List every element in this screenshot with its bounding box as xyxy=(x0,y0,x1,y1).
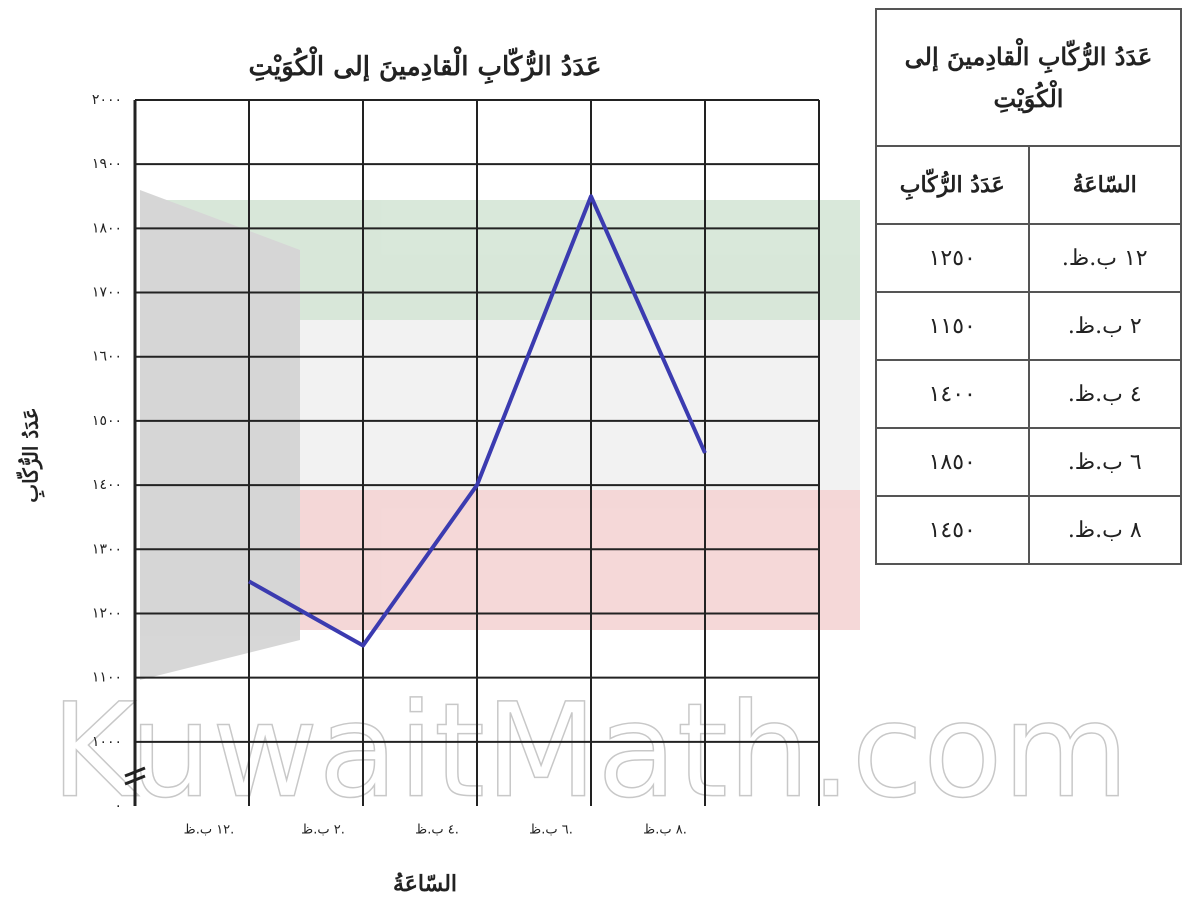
header-row: السّاعَةُعَدَدُ الرُّكّابِ xyxy=(876,146,1181,224)
y-tick-label: ١٤٠٠ xyxy=(92,477,122,493)
y-tick-label: ١٣٠٠ xyxy=(92,541,122,557)
table-cell: ١٤٠٠ xyxy=(876,360,1029,428)
table-row: ٦ ب.ظ.١٨٥٠ xyxy=(876,428,1181,496)
y-zero-label: ٠ xyxy=(114,798,122,814)
table-cell: ١٢٥٠ xyxy=(876,224,1029,292)
table-row: ١٢ ب.ظ.١٢٥٠ xyxy=(876,224,1181,292)
table-cell: ١٤٥٠ xyxy=(876,496,1029,564)
table-cell: ٤ ب.ظ. xyxy=(1029,360,1182,428)
table-cell: ١٨٥٠ xyxy=(876,428,1029,496)
y-tick-label: ١٩٠٠ xyxy=(92,156,122,172)
y-tick-label: ١١٠٠ xyxy=(92,670,122,686)
x-tick-label: ٨ ب.ظ. xyxy=(643,823,687,838)
y-tick-label: ١٨٠٠ xyxy=(92,220,122,236)
y-tick-label: ٢٠٠٠ xyxy=(92,92,122,108)
y-axis-label: عَدَدُ الرُّكّابِ xyxy=(16,407,45,502)
column-header: السّاعَةُ xyxy=(1029,146,1182,224)
data-table: عَدَدُ الرُّكّابِ الْقادِمينَ إلى الْكُو… xyxy=(875,8,1182,565)
table-cell: ٦ ب.ظ. xyxy=(1029,428,1182,496)
table-cell: ٢ ب.ظ. xyxy=(1029,292,1182,360)
y-tick-label: ١٦٠٠ xyxy=(92,349,122,365)
page: KuwaitMath.com عَدَدُ الرُّكّابِ الْقادِ… xyxy=(0,0,1184,907)
x-tick-label: ٢ ب.ظ. xyxy=(301,823,345,838)
y-tick-label: ١٧٠٠ xyxy=(92,285,122,301)
x-axis-label: السّاعَةُ xyxy=(393,871,457,897)
x-tick-label: ١٢ ب.ظ. xyxy=(184,823,235,838)
y-tick-label: ١٥٠٠ xyxy=(92,413,122,429)
table-row: ٤ ب.ظ.١٤٠٠ xyxy=(876,360,1181,428)
x-tick-label: ٤ ب.ظ. xyxy=(415,823,459,838)
table-cell: ٨ ب.ظ. xyxy=(1029,496,1182,564)
table-cell: ١١٥٠ xyxy=(876,292,1029,360)
table-row: ٨ ب.ظ.١٤٥٠ xyxy=(876,496,1181,564)
x-tick-label: ٦ ب.ظ. xyxy=(529,823,573,838)
table-cell: ١٢ ب.ظ. xyxy=(1029,224,1182,292)
table-row: ٢ ب.ظ.١١٥٠ xyxy=(876,292,1181,360)
y-tick-label: ١٢٠٠ xyxy=(92,605,122,621)
table-title: عَدَدُ الرُّكّابِ الْقادِمينَ إلى الْكُو… xyxy=(876,9,1181,146)
y-tick-label: ١٠٠٠ xyxy=(92,734,122,750)
chart-title: عَدَدُ الرُّكّابِ الْقادِمينَ إلى الْكُو… xyxy=(248,45,601,85)
column-header: عَدَدُ الرُّكّابِ xyxy=(876,146,1029,224)
